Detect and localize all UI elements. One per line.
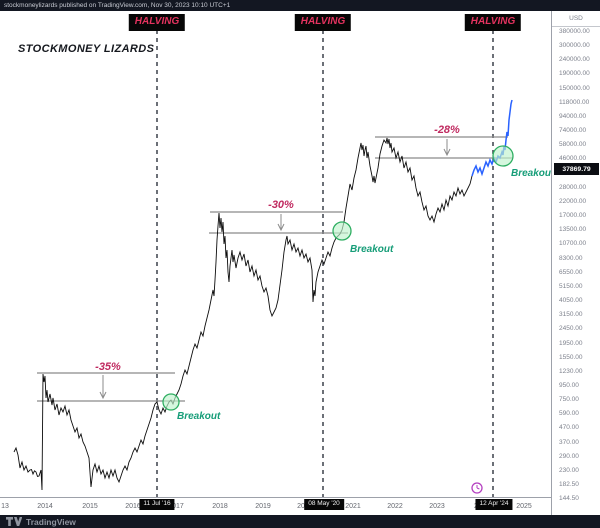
price-axis-label: 118000.00 (559, 98, 590, 106)
price-axis-label: 28000.00 (559, 183, 587, 191)
currency-label: USD (552, 11, 600, 27)
halving-date-badge: 12 Apr '24 (475, 499, 513, 510)
halving-label-badge: HALVING (128, 14, 186, 31)
current-price-badge: 37869.79 (554, 163, 599, 175)
price-axis-label: 144.50 (559, 495, 579, 503)
price-line-historical (13, 137, 473, 491)
time-axis[interactable]: 13 2014 2015 2016 2017 2018 2019 20 2021 2022 2023… (0, 497, 551, 515)
tradingview-logo-icon (6, 517, 22, 526)
breakout-circle-icon (162, 393, 180, 411)
price-axis-label: 46000.00 (559, 155, 587, 163)
year-label: 2016 (125, 503, 141, 510)
price-axis-label: 230.00 (559, 466, 579, 474)
publish-info-bar: stockmoneylizards published on TradingVi… (0, 0, 600, 11)
price-axis-label: 182.50 (559, 481, 579, 489)
year-label: 2019 (255, 503, 271, 510)
halving-label-badge: HALVING (294, 14, 352, 31)
halving-date-badge: 11 Jul '16 (139, 499, 175, 510)
correction-arrowhead-icon (443, 148, 451, 157)
price-axis-label: 300000.00 (559, 42, 590, 50)
year-label: 13 (1, 503, 9, 510)
price-axis-label: 150000.00 (559, 84, 590, 92)
price-axis-label: 17000.00 (559, 212, 587, 220)
year-label: 2025 (516, 503, 532, 510)
price-axis-label: 590.00 (559, 410, 579, 418)
correction-arrowhead-icon (99, 391, 107, 400)
year-label: 20 (297, 503, 305, 510)
price-axis-label: 58000.00 (559, 141, 587, 149)
price-axis-label: 470.00 (559, 424, 579, 432)
price-axis-label: 190000.00 (559, 70, 590, 78)
price-axis-label: 2450.00 (559, 325, 583, 333)
halving-label-badge: HALVING (464, 14, 522, 31)
year-label: 2018 (212, 503, 228, 510)
breakout-label: Breakout (177, 411, 221, 422)
chart-area[interactable]: -35% -30% -28% Breakout Breakout Breakout STO… (0, 11, 600, 515)
year-label: 2021 (345, 503, 361, 510)
brand-name: TradingView (26, 516, 76, 527)
price-axis-label: 5150.00 (559, 282, 583, 290)
year-label: 2022 (387, 503, 403, 510)
price-axis-label: 74000.00 (559, 127, 587, 135)
price-axis-label: 380000.00 (559, 28, 590, 35)
price-axis-label: 6550.00 (559, 268, 583, 276)
price-axis-label: 1950.00 (559, 339, 583, 347)
price-axis-label: 1550.00 (559, 353, 583, 361)
correction-arrowhead-icon (277, 223, 285, 232)
brand-bar: TradingView (0, 515, 600, 528)
price-axis-label: 13500.00 (559, 226, 587, 234)
year-label: 2015 (82, 503, 98, 510)
price-axis-label: 290.00 (559, 452, 579, 460)
halving-date-badge: 08 May '20 (304, 499, 344, 510)
correction-percentage-label: -30% (268, 199, 294, 211)
countdown-hand-icon (476, 487, 480, 490)
watermark: STOCKMONEY LIZARDS (18, 43, 155, 55)
correction-percentage-label: -28% (434, 124, 460, 136)
price-axis-label: 10700.00 (559, 240, 587, 248)
breakout-circle-icon (332, 221, 352, 241)
plot-svg: -35% -30% -28% Breakout Breakout Breakout (4, 14, 555, 500)
price-axis-label: 8300.00 (559, 254, 583, 262)
price-axis[interactable]: USD 380000.00 300000.00 240000.00 190000.00… (551, 11, 600, 515)
publish-info-text: stockmoneylizards published on TradingVi… (4, 2, 231, 9)
price-axis-label: 1230.00 (559, 367, 583, 375)
price-axis-label: 950.00 (559, 382, 579, 389)
price-axis-label: 4050.00 (559, 297, 583, 305)
price-axis-label: 3150.00 (559, 311, 583, 319)
breakout-label: Breakout (511, 168, 555, 179)
breakout-label: Breakout (350, 244, 394, 255)
year-label: 2014 (37, 503, 53, 510)
price-axis-label: 750.00 (559, 396, 579, 404)
correction-percentage-label: -35% (95, 361, 121, 373)
price-axis-label: 240000.00 (559, 56, 590, 64)
breakout-circle-icon (492, 145, 514, 167)
price-axis-label: 22000.00 (559, 197, 587, 205)
year-label: 2023 (429, 503, 445, 510)
price-axis-label: 370.00 (559, 438, 579, 446)
price-axis-label: 94000.00 (559, 112, 587, 120)
year-label: 2017 (168, 503, 184, 510)
